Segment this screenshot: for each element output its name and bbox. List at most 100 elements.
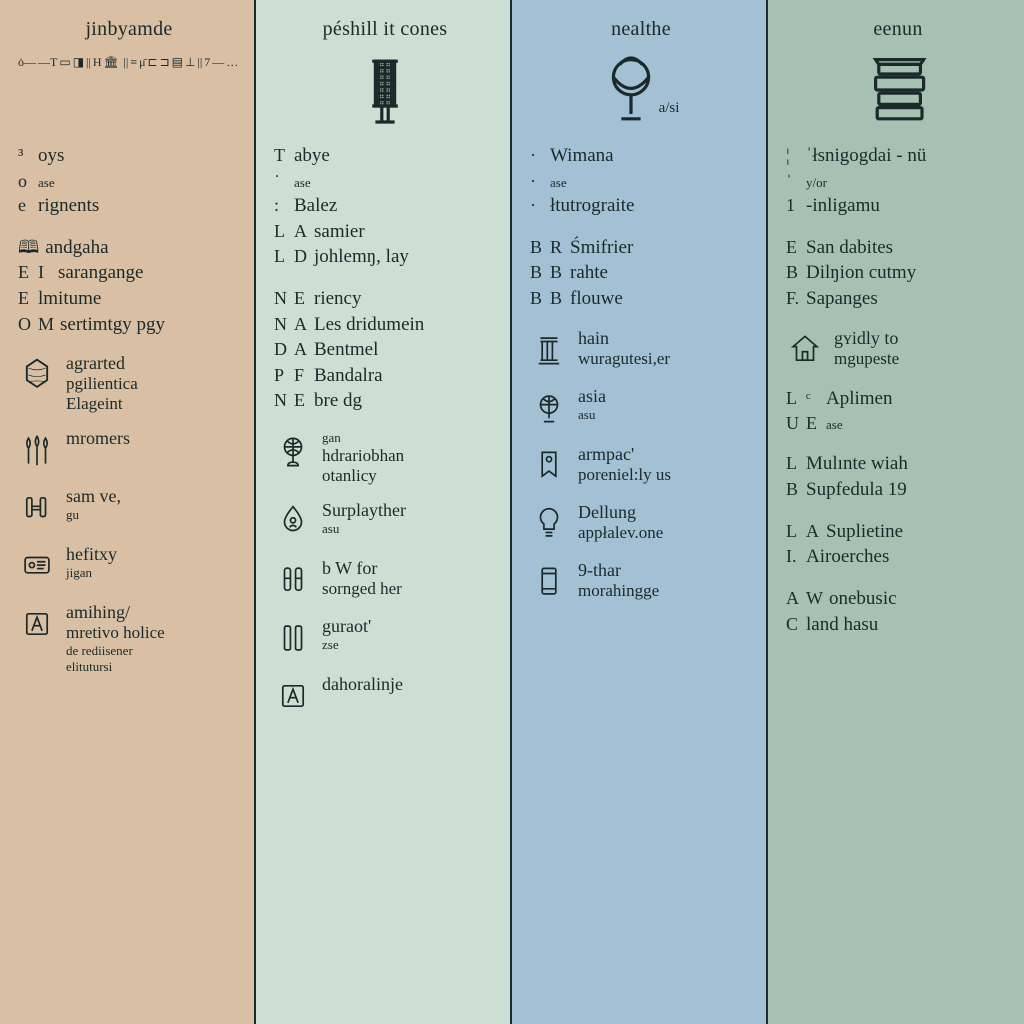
- item-label: Mulınte wiah: [806, 451, 908, 477]
- item-prefix: B: [530, 260, 544, 284]
- item-label: lmitume: [38, 286, 101, 312]
- item-list: · Wimana · ase · łtutrograite: [530, 143, 752, 219]
- glyph-grid-icon: ȯ——T▭◨|| H🏛||≡ μ̄⊏⊐▤⊥ ||7—…: [18, 51, 240, 129]
- icon-text-line: asu: [322, 521, 496, 537]
- item-label: johlemŋ, lay: [314, 244, 409, 270]
- icon-text-line: jigan: [66, 565, 240, 581]
- item-list: A W onebusic C land hasu: [786, 586, 1010, 637]
- icon-text-line: de rediisener: [66, 643, 240, 659]
- card-icon: [18, 544, 56, 588]
- list-item: E San dabites: [786, 235, 1010, 261]
- icon-text-line: amihing/: [66, 602, 240, 623]
- house-icon: [786, 328, 824, 372]
- icon-text-line: asia: [578, 386, 752, 407]
- icon-text-line: sornged her: [322, 579, 496, 599]
- icon-text-line: wuragutesi,er: [578, 349, 752, 369]
- list-item: e rignents: [18, 193, 240, 219]
- item-prefix: A: [786, 586, 800, 610]
- banner-icon: [530, 444, 568, 488]
- item-label: Airoerches: [806, 544, 889, 570]
- item-list: L A Suplietine I. Airoerches: [786, 519, 1010, 570]
- icon-text-line: elitutursi: [66, 659, 240, 675]
- list-item: ˙ ase: [274, 169, 496, 193]
- item-list: B R Śmifrier B B rahte B B flouwe: [530, 235, 752, 312]
- item-prefix: ˈ: [786, 169, 800, 193]
- icon-text: sam ve,gu: [66, 486, 240, 523]
- item-label: Bentmel: [314, 337, 378, 363]
- item-prefix: B: [786, 477, 800, 501]
- list-item: A W onebusic: [786, 586, 1010, 612]
- item-label: -inligamu: [806, 193, 880, 219]
- icon-text-line: Elageint: [66, 394, 240, 414]
- pillar-icon: [530, 328, 568, 372]
- item-label: rahte: [570, 260, 608, 286]
- column-header: péshill it cones: [274, 18, 496, 41]
- icon-row: 9-tharmorahingge: [530, 560, 752, 604]
- item-label: abye: [294, 143, 330, 169]
- item-prefix: F.: [786, 286, 800, 310]
- list-item: · łtutrograite: [530, 193, 752, 219]
- item-prefix: 🕮: [18, 235, 39, 259]
- books-icon: [786, 51, 1010, 129]
- item-label: San dabites: [806, 235, 893, 261]
- list-item: ˈ y/or: [786, 169, 1010, 193]
- item-label: y/or: [806, 175, 827, 191]
- icon-text: hainwuragutesi,er: [578, 328, 752, 369]
- glyph-grid-icon: ȯ——T▭◨|| H🏛||≡ μ̄⊏⊐▤⊥ ||7—…: [18, 55, 240, 125]
- icon-text-line: gu: [66, 507, 240, 523]
- icon-row: asiaasu: [530, 386, 752, 430]
- item-label: samier: [314, 219, 365, 245]
- square-a-icon: [274, 674, 312, 718]
- list-item: ³ oys: [18, 143, 240, 169]
- icon-text: amihing/mretivo holicede rediisenerelitu…: [66, 602, 240, 675]
- icon-text-line: dahoralinje: [322, 674, 496, 695]
- item-label: rignents: [38, 193, 99, 219]
- item-prefix2: F: [294, 363, 308, 387]
- item-prefix: E: [18, 286, 32, 310]
- icon-text: armpac'poreniel:ly us: [578, 444, 752, 485]
- item-label: ase: [294, 175, 311, 191]
- item-prefix2: R: [550, 235, 564, 259]
- vials-icon: [274, 558, 312, 602]
- list-item: · ase: [530, 169, 752, 193]
- hexagon-icon: [18, 353, 56, 397]
- item-label: ase: [826, 417, 843, 433]
- item-prefix: ³: [18, 143, 32, 167]
- icon-row: dahoralinje: [274, 674, 496, 718]
- column-header: nealthe: [530, 18, 752, 41]
- icon-text: b W forsornged her: [322, 558, 496, 599]
- icon-row: guraot'zse: [274, 616, 496, 660]
- list-item: L D johlemŋ, lay: [274, 244, 496, 270]
- icon-text-line: hefitxy: [66, 544, 240, 565]
- icon-row: Dellungappłalev.one: [530, 502, 752, 546]
- icon-row: agrartedpgilienticaElageint: [18, 353, 240, 414]
- icon-text-line: Surplayther: [322, 500, 496, 521]
- plants-icon: [18, 428, 56, 472]
- item-prefix: B: [786, 260, 800, 284]
- item-prefix: T: [274, 143, 288, 167]
- item-label: flouwe: [570, 286, 623, 312]
- item-prefix: 1: [786, 193, 800, 217]
- item-prefix: o: [18, 169, 32, 193]
- item-prefix: I.: [786, 544, 800, 568]
- list-item: · Wimana: [530, 143, 752, 169]
- item-prefix2: A: [806, 519, 820, 543]
- item-prefix: ¦: [786, 143, 800, 167]
- tower-icon: [274, 51, 496, 129]
- item-label: ase: [38, 175, 55, 191]
- list-item: N E bre dg: [274, 388, 496, 414]
- icon-text: ganhdrariobhanotanlicy: [322, 430, 496, 486]
- icon-text-line: zse: [322, 637, 496, 653]
- icon-row: gʏidly tomgupeste: [786, 328, 1010, 372]
- item-prefix2: ᶜ: [806, 386, 820, 410]
- list-item: ¦ ˈłsnigogdai - nü: [786, 143, 1010, 169]
- list-item: B B flouwe: [530, 286, 752, 312]
- icon-text-line: mgupeste: [834, 349, 1010, 369]
- item-label: oys: [38, 143, 64, 169]
- list-item: N A Les dridumein: [274, 312, 496, 338]
- icon-text-line: sam ve,: [66, 486, 240, 507]
- column-header: jinbyamde: [18, 18, 240, 41]
- list-item: C land hasu: [786, 612, 1010, 638]
- item-list: E San dabites B Dilŋion cutmy F. Sapange…: [786, 235, 1010, 312]
- item-prefix: B: [530, 286, 544, 310]
